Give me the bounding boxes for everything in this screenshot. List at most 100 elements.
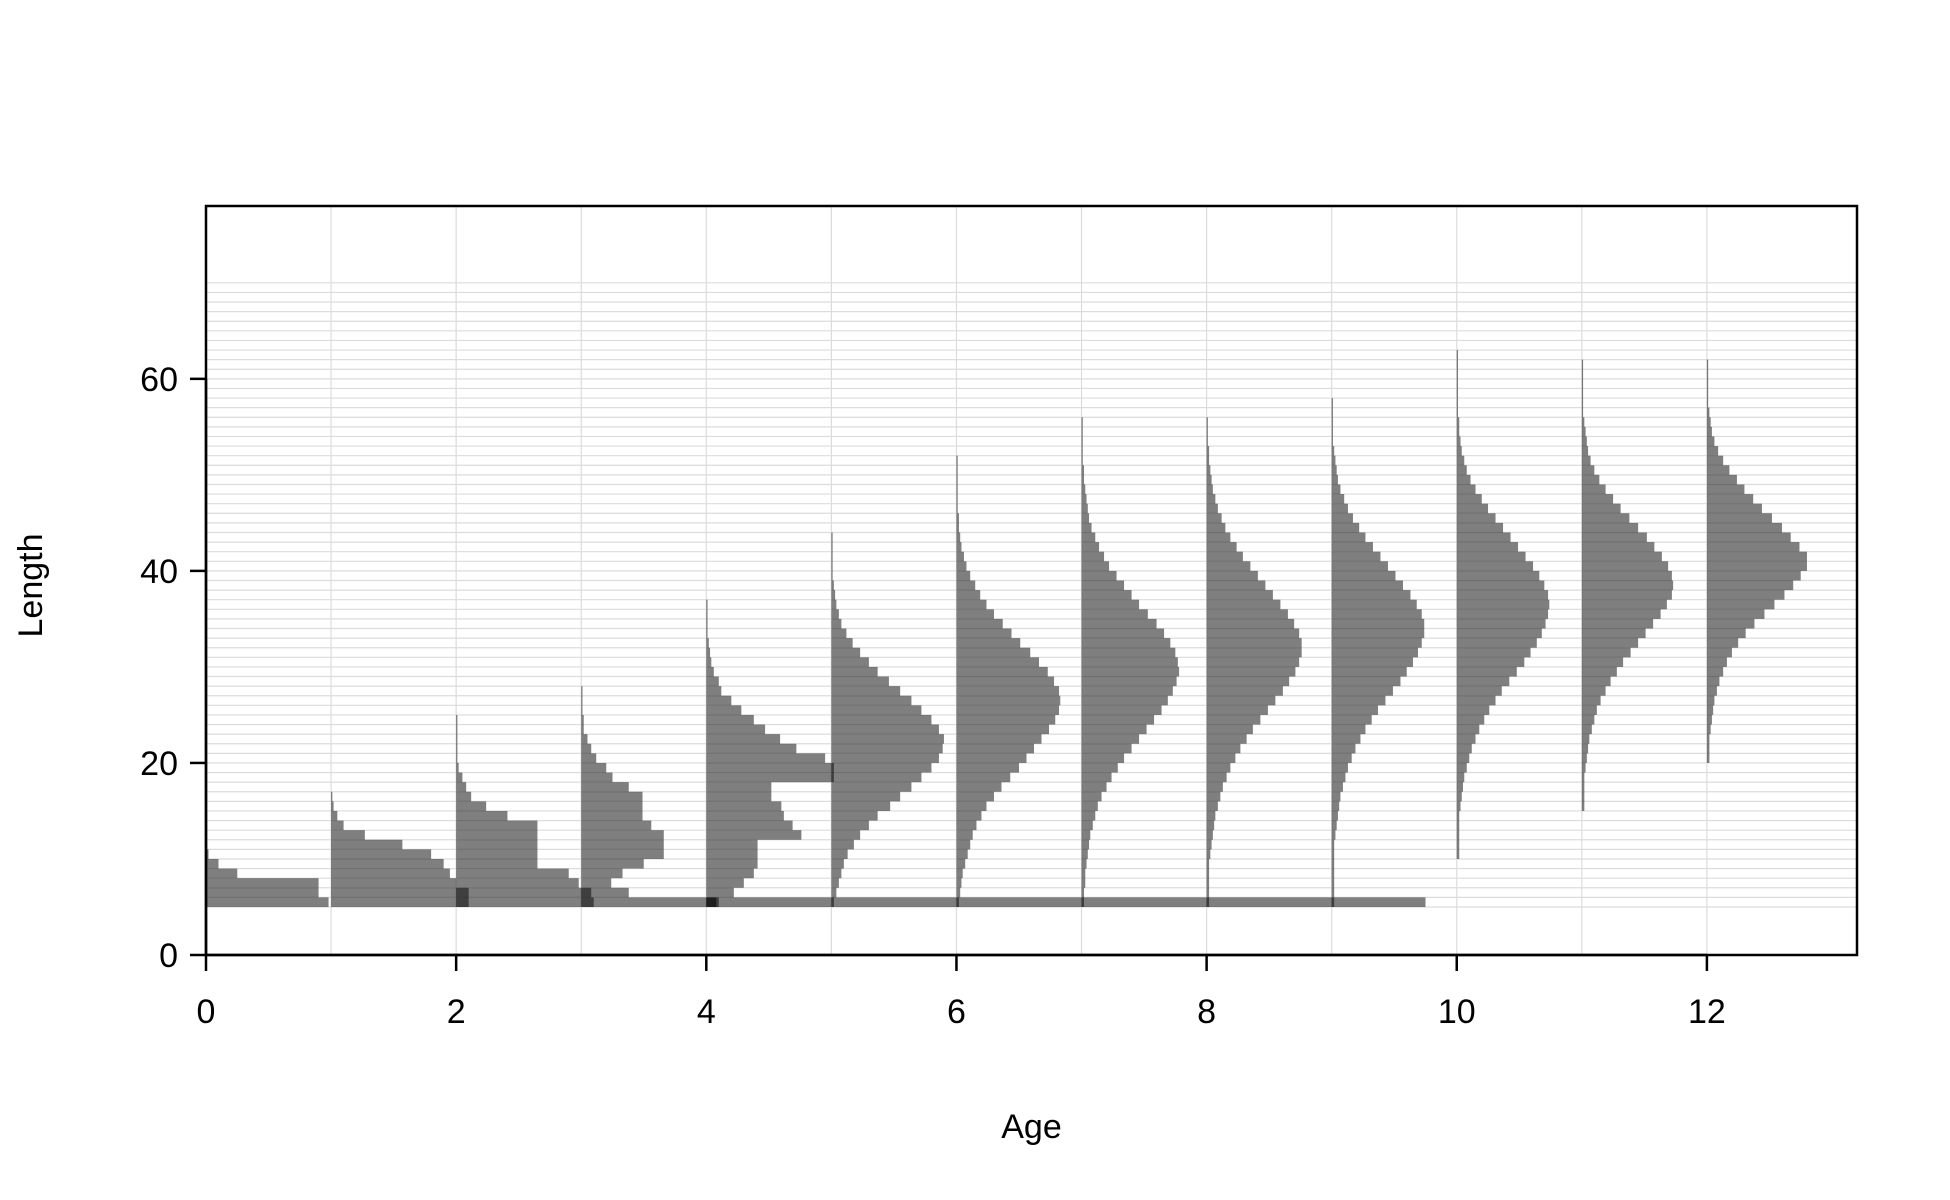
histogram-bar bbox=[956, 801, 987, 811]
histogram-bar bbox=[1581, 676, 1611, 687]
histogram-bar bbox=[581, 714, 584, 725]
histogram-bar bbox=[956, 551, 964, 562]
histogram-bar bbox=[1456, 426, 1460, 437]
histogram-bar bbox=[1206, 791, 1221, 802]
histogram-bar bbox=[1456, 647, 1531, 658]
histogram-bar bbox=[1456, 484, 1476, 495]
histogram-bar bbox=[1706, 417, 1711, 427]
histogram-bar bbox=[1206, 465, 1211, 475]
histogram-bar bbox=[1206, 734, 1247, 744]
histogram-bar bbox=[1456, 599, 1550, 610]
histogram-bar bbox=[1456, 695, 1496, 706]
histogram-bar bbox=[331, 858, 444, 869]
histogram-bar bbox=[831, 705, 922, 715]
histogram-bar bbox=[956, 724, 1050, 735]
histogram-bar bbox=[456, 830, 538, 840]
histogram-bar bbox=[1581, 484, 1606, 495]
histogram-bar bbox=[956, 570, 971, 581]
histogram-bar bbox=[1331, 782, 1343, 792]
y-tick-label: 60 bbox=[140, 361, 178, 399]
histogram-bar bbox=[1456, 839, 1460, 850]
histogram-bar bbox=[1081, 657, 1178, 667]
histogram-bar bbox=[1081, 638, 1171, 648]
histogram-bar bbox=[1206, 830, 1213, 840]
histogram-bar bbox=[706, 705, 742, 715]
histogram-bar bbox=[331, 839, 403, 850]
histogram-bar bbox=[1331, 436, 1333, 447]
histogram-bar bbox=[1581, 686, 1606, 696]
histogram-bar bbox=[1456, 398, 1459, 408]
histogram-bar bbox=[331, 830, 365, 840]
histogram-bar bbox=[1206, 455, 1210, 466]
histogram-bar bbox=[1581, 542, 1655, 552]
histogram-bar bbox=[1206, 417, 1208, 427]
histogram-bar bbox=[706, 666, 714, 677]
histogram-bar bbox=[456, 743, 458, 754]
histogram-bar bbox=[1081, 474, 1085, 485]
histogram-bar bbox=[1081, 618, 1157, 629]
histogram-bar bbox=[1081, 542, 1100, 552]
histogram-bar bbox=[1206, 887, 1210, 898]
histogram-bar bbox=[1081, 551, 1105, 562]
histogram-bar bbox=[1206, 762, 1231, 773]
x-tick-label: 0 bbox=[197, 993, 216, 1031]
histogram-bar bbox=[1331, 705, 1378, 715]
histogram-bar bbox=[1081, 484, 1086, 495]
histogram-bar bbox=[1331, 858, 1335, 869]
histogram-bar bbox=[1456, 570, 1540, 581]
histogram-bar bbox=[1456, 532, 1511, 543]
histogram-bar bbox=[706, 695, 732, 706]
histogram-bar bbox=[1206, 686, 1283, 696]
histogram-bar bbox=[1206, 657, 1300, 667]
histogram-bar bbox=[1081, 599, 1140, 610]
histogram-bar bbox=[1456, 522, 1504, 533]
histogram-bar bbox=[1331, 820, 1337, 831]
histogram-bar bbox=[706, 868, 754, 879]
histogram-bar bbox=[331, 878, 457, 888]
histogram-bar bbox=[1706, 369, 1709, 379]
histogram-bar bbox=[1581, 638, 1639, 648]
histogram-bar bbox=[1206, 542, 1237, 552]
histogram-bar bbox=[1331, 513, 1353, 523]
histogram-bar bbox=[1331, 484, 1341, 495]
histogram-bar bbox=[1706, 426, 1712, 437]
histogram-bar bbox=[581, 858, 644, 869]
histogram-bar bbox=[456, 772, 463, 783]
histogram-bar bbox=[1331, 695, 1386, 706]
histogram-bar bbox=[831, 820, 869, 831]
x-tick-label: 10 bbox=[1438, 993, 1476, 1031]
histogram-bar bbox=[1456, 590, 1549, 600]
histogram-bar bbox=[1706, 446, 1719, 456]
histogram-bar bbox=[956, 753, 1027, 763]
histogram-bar bbox=[1456, 369, 1459, 379]
y-axis-label: Length bbox=[12, 534, 50, 638]
histogram-bar bbox=[1706, 753, 1710, 763]
histogram-bar bbox=[1331, 503, 1348, 514]
histogram-bar bbox=[206, 887, 319, 898]
histogram-bar bbox=[1206, 724, 1253, 735]
histogram-bar bbox=[831, 762, 932, 773]
histogram-bar bbox=[706, 647, 711, 658]
histogram-bar bbox=[331, 810, 338, 821]
histogram-bar bbox=[1581, 647, 1631, 658]
histogram-bar bbox=[581, 868, 623, 879]
histogram-bar bbox=[1581, 561, 1669, 571]
histogram-bar bbox=[1331, 801, 1340, 811]
histogram-bar bbox=[581, 743, 592, 754]
histogram-bar bbox=[456, 820, 538, 831]
y-tick-label: 0 bbox=[159, 937, 178, 975]
histogram-bar bbox=[581, 724, 584, 735]
histogram-bar bbox=[956, 695, 1061, 706]
histogram-bar bbox=[1206, 714, 1261, 725]
histogram-bar bbox=[1706, 657, 1727, 667]
histogram-bar bbox=[1581, 734, 1590, 744]
histogram-bar bbox=[1206, 878, 1210, 888]
x-tick-label: 2 bbox=[447, 993, 466, 1031]
histogram-bar bbox=[831, 666, 878, 677]
histogram-bar bbox=[956, 705, 1060, 715]
histogram-bar bbox=[1581, 446, 1589, 456]
histogram-bar bbox=[831, 551, 833, 562]
histogram-bar bbox=[581, 830, 664, 840]
histogram-bar bbox=[581, 791, 643, 802]
histogram-bar bbox=[1206, 503, 1218, 514]
